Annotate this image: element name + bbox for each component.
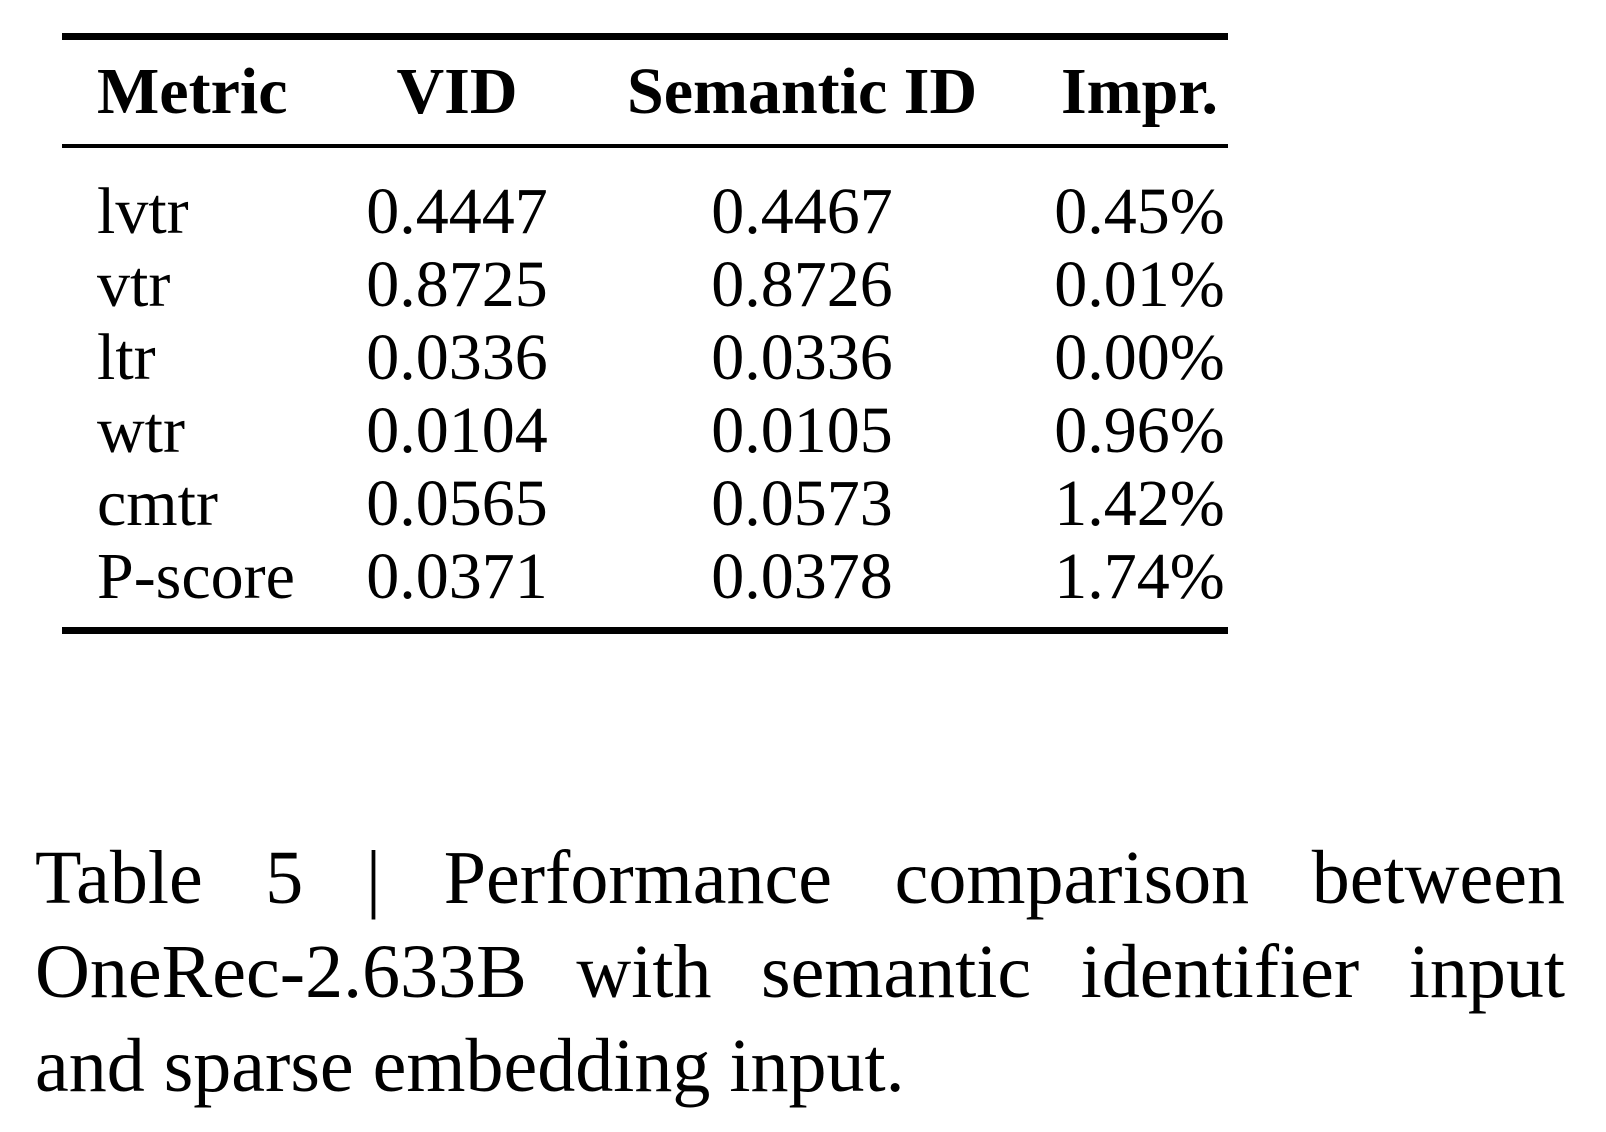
cell-metric: cmtr — [97, 466, 218, 540]
cell-semantic-id: 0.0378 — [711, 539, 893, 613]
cell-metric: wtr — [97, 393, 185, 467]
cell-semantic-id: 0.0336 — [711, 320, 893, 394]
table-row: ltr 0.0336 0.0336 0.00% — [62, 321, 1228, 394]
table-row: vtr 0.8725 0.8726 0.01% — [62, 248, 1228, 321]
table-body: lvtr 0.4447 0.4467 0.45% vtr 0.8725 0.87… — [62, 146, 1228, 631]
column-header-impr: Impr. — [977, 36, 1228, 148]
table-row: lvtr 0.4447 0.4467 0.45% — [62, 146, 1228, 248]
cell-impr: 0.96% — [1054, 393, 1225, 467]
cell-vid: 0.8725 — [366, 247, 548, 321]
cell-impr: 0.01% — [1054, 247, 1225, 321]
cell-impr: 0.00% — [1054, 320, 1225, 394]
cell-impr: 1.42% — [1054, 466, 1225, 540]
cell-semantic-id: 0.0573 — [711, 466, 893, 540]
cell-metric: ltr — [97, 320, 156, 394]
cell-impr: 0.45% — [1054, 174, 1225, 248]
cell-metric: vtr — [97, 247, 171, 321]
metrics-table: Metric VID Semantic ID Impr. lvtr 0.4447… — [62, 33, 1228, 634]
header-row: Metric VID Semantic ID Impr. — [62, 36, 1228, 148]
cell-semantic-id: 0.0105 — [711, 393, 893, 467]
cell-impr: 1.74% — [1054, 539, 1225, 613]
table-row: cmtr 0.0565 0.0573 1.42% — [62, 467, 1228, 540]
cell-vid: 0.0336 — [366, 320, 548, 394]
column-header-metric: Metric — [62, 36, 288, 148]
cell-vid: 0.0565 — [366, 466, 548, 540]
table-row: wtr 0.0104 0.0105 0.96% — [62, 394, 1228, 467]
caption-line-1: Table 5 | Performance comparison between — [35, 836, 1565, 920]
cell-vid: 0.4447 — [366, 174, 548, 248]
table-row: P-score 0.0371 0.0378 1.74% — [62, 540, 1228, 631]
cell-metric: lvtr — [97, 174, 189, 248]
cell-semantic-id: 0.8726 — [711, 247, 893, 321]
column-header-semantic-id: Semantic ID — [627, 36, 977, 148]
cell-metric: P-score — [97, 539, 295, 613]
cell-semantic-id: 0.4467 — [711, 174, 893, 248]
caption-line-2: OneRec-2.633B with semantic identifier i… — [35, 930, 1565, 1014]
cell-vid: 0.0371 — [366, 539, 548, 613]
caption-line-3: and sparse embedding input. — [35, 1024, 905, 1108]
cell-vid: 0.0104 — [366, 393, 548, 467]
table-header: Metric VID Semantic ID Impr. — [62, 36, 1228, 148]
column-header-vid: VID — [287, 36, 627, 148]
table-caption: Table 5 | Performance comparison between… — [35, 831, 1565, 1113]
